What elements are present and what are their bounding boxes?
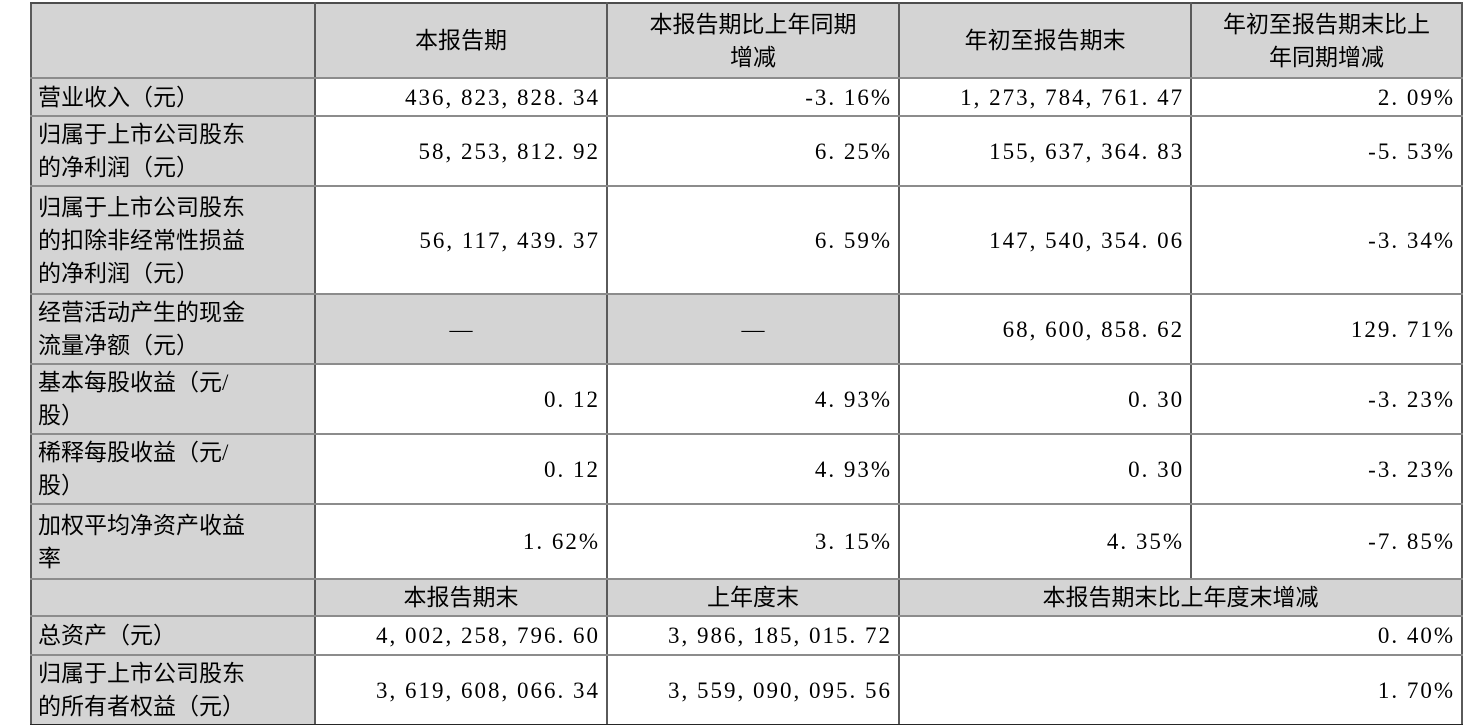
cell-year-to-date-yoy: -5. 53% (1190, 115, 1463, 187)
cell-year-to-date-yoy: -3. 23% (1190, 363, 1463, 435)
header-year-to-date-yoy: 年初至报告期末比上 年同期增减 (1190, 2, 1463, 79)
cell-current-period-yoy: 6. 25% (606, 115, 901, 187)
row-label: 营业收入（元） (30, 77, 316, 117)
table-row-equity-attributable: 归属于上市公司股东 的所有者权益（元） 3, 619, 608, 066. 34… (30, 654, 1463, 725)
row-label: 稀释每股收益（元/ 股） (30, 433, 316, 505)
cell-current-period: 58, 253, 812. 92 (313, 115, 609, 187)
cell-current-period-yoy: 3. 15% (606, 503, 901, 580)
cell-year-to-date: 4. 35% (898, 503, 1193, 580)
cell-current-period: 0. 12 (313, 433, 609, 505)
table-row-operating-cash-flow: 经营活动产生的现金 流量净额（元） — — 68, 600, 858. 62 1… (30, 293, 1463, 365)
cell-prior-year-end: 3, 986, 185, 015. 72 (606, 615, 901, 656)
subheader-change-vs-prior-year-end: 本报告期末比上年度末增减 (898, 578, 1463, 617)
cell-year-to-date-yoy: 129. 71% (1190, 293, 1463, 365)
cell-year-to-date: 0. 30 (898, 433, 1193, 505)
header-current-period: 本报告期 (313, 2, 609, 79)
subheader-corner-cell (30, 578, 316, 617)
table-header-row: 本报告期 本报告期比上年同期 增减 年初至报告期末 年初至报告期末比上 年同期增… (30, 2, 1463, 79)
cell-current-period-yoy: 4. 93% (606, 433, 901, 505)
cell-year-to-date: 155, 637, 364. 83 (898, 115, 1193, 187)
cell-current-period: 436, 823, 828. 34 (313, 77, 609, 117)
table-row-weighted-avg-roe: 加权平均净资产收益 率 1. 62% 3. 15% 4. 35% -7. 85% (30, 503, 1463, 580)
row-label: 归属于上市公司股东 的所有者权益（元） (30, 654, 316, 725)
cell-year-to-date-yoy: -3. 23% (1190, 433, 1463, 505)
cell-current-period-yoy: -3. 16% (606, 77, 901, 117)
row-label: 基本每股收益（元/ 股） (30, 363, 316, 435)
cell-current-period: 0. 12 (313, 363, 609, 435)
row-label: 归属于上市公司股东 的扣除非经常性损益 的净利润（元） (30, 185, 316, 295)
table-row-total-assets: 总资产（元） 4, 002, 258, 796. 60 3, 986, 185,… (30, 615, 1463, 656)
cell-year-to-date: 0. 30 (898, 363, 1193, 435)
cell-year-to-date-yoy: -7. 85% (1190, 503, 1463, 580)
table-row-diluted-eps: 稀释每股收益（元/ 股） 0. 12 4. 93% 0. 30 -3. 23% (30, 433, 1463, 505)
cell-year-to-date: 1, 273, 784, 761. 47 (898, 77, 1193, 117)
cell-period-end: 3, 619, 608, 066. 34 (313, 654, 609, 725)
header-year-to-date: 年初至报告期末 (898, 2, 1193, 79)
table-row-net-profit-excl-nonrecurring: 归属于上市公司股东 的扣除非经常性损益 的净利润（元） 56, 117, 439… (30, 185, 1463, 295)
cell-period-end: 4, 002, 258, 796. 60 (313, 615, 609, 656)
cell-current-period: 56, 117, 439. 37 (313, 185, 609, 295)
cell-current-period-dash: — (313, 293, 609, 365)
cell-current-period-yoy-dash: — (606, 293, 901, 365)
cell-current-period-yoy: 6. 59% (606, 185, 901, 295)
cell-prior-year-end: 3, 559, 090, 095. 56 (606, 654, 901, 725)
cell-current-period: 1. 62% (313, 503, 609, 580)
subheader-prior-year-end: 上年度末 (606, 578, 901, 617)
cell-year-to-date-yoy: -3. 34% (1190, 185, 1463, 295)
header-corner-cell (30, 2, 316, 79)
row-label: 总资产（元） (30, 615, 316, 656)
table-row-operating-revenue: 营业收入（元） 436, 823, 828. 34 -3. 16% 1, 273… (30, 77, 1463, 117)
cell-current-period-yoy: 4. 93% (606, 363, 901, 435)
table-row-basic-eps: 基本每股收益（元/ 股） 0. 12 4. 93% 0. 30 -3. 23% (30, 363, 1463, 435)
financial-summary-table: 本报告期 本报告期比上年同期 增减 年初至报告期末 年初至报告期末比上 年同期增… (30, 2, 1463, 725)
row-label: 加权平均净资产收益 率 (30, 503, 316, 580)
cell-year-to-date: 68, 600, 858. 62 (898, 293, 1193, 365)
cell-year-to-date: 147, 540, 354. 06 (898, 185, 1193, 295)
table-subheader-row: 本报告期末 上年度末 本报告期末比上年度末增减 (30, 578, 1463, 617)
cell-change: 1. 70% (898, 654, 1463, 725)
cell-change: 0. 40% (898, 615, 1463, 656)
header-current-period-yoy: 本报告期比上年同期 增减 (606, 2, 901, 79)
subheader-period-end: 本报告期末 (313, 578, 609, 617)
cell-year-to-date-yoy: 2. 09% (1190, 77, 1463, 117)
row-label: 归属于上市公司股东 的净利润（元） (30, 115, 316, 187)
row-label: 经营活动产生的现金 流量净额（元） (30, 293, 316, 365)
table-row-net-profit: 归属于上市公司股东 的净利润（元） 58, 253, 812. 92 6. 25… (30, 115, 1463, 187)
